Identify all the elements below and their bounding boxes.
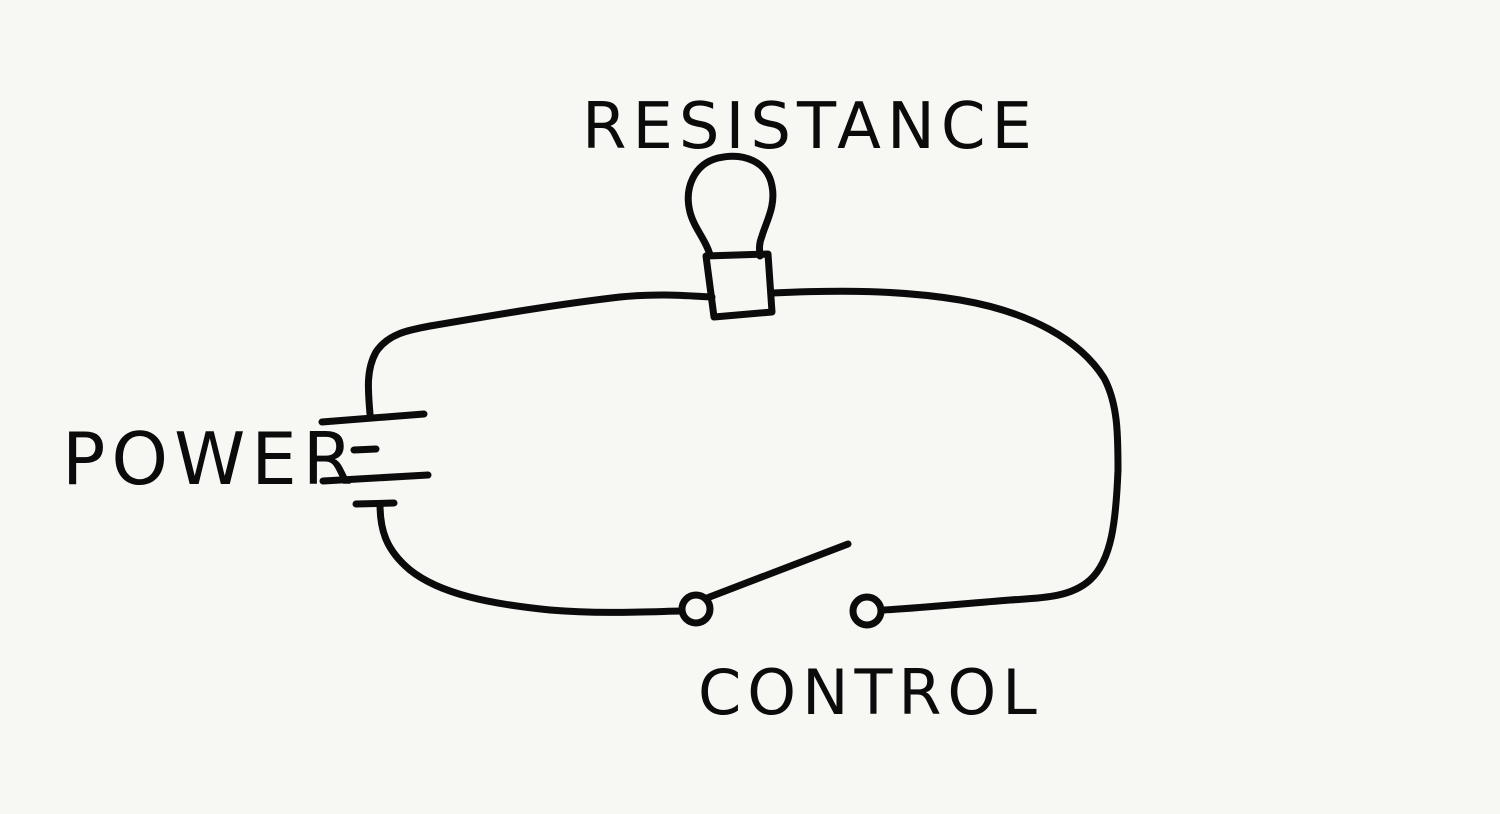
battery-plate-long-bottom xyxy=(319,471,432,485)
wire-top-left xyxy=(364,291,716,418)
power-label: POWER xyxy=(62,417,359,501)
battery-plate-short-bottom xyxy=(352,499,398,508)
open-switch-icon xyxy=(678,540,885,629)
resistance-label: RESISTANCE xyxy=(582,90,1038,164)
wire-bottom-left xyxy=(376,500,684,616)
battery-icon xyxy=(318,410,432,508)
switch-contact-left xyxy=(678,591,714,627)
battery-plate-long-top xyxy=(318,410,428,426)
light-bulb-icon xyxy=(684,152,777,321)
bulb-glass xyxy=(684,152,777,260)
wire-right xyxy=(768,287,1122,614)
bulb-base xyxy=(702,250,776,321)
battery-plate-short-top xyxy=(350,445,380,454)
control-label: CONTROL xyxy=(698,656,1043,729)
switch-lever xyxy=(703,540,852,602)
switch-contact-right xyxy=(849,593,885,629)
